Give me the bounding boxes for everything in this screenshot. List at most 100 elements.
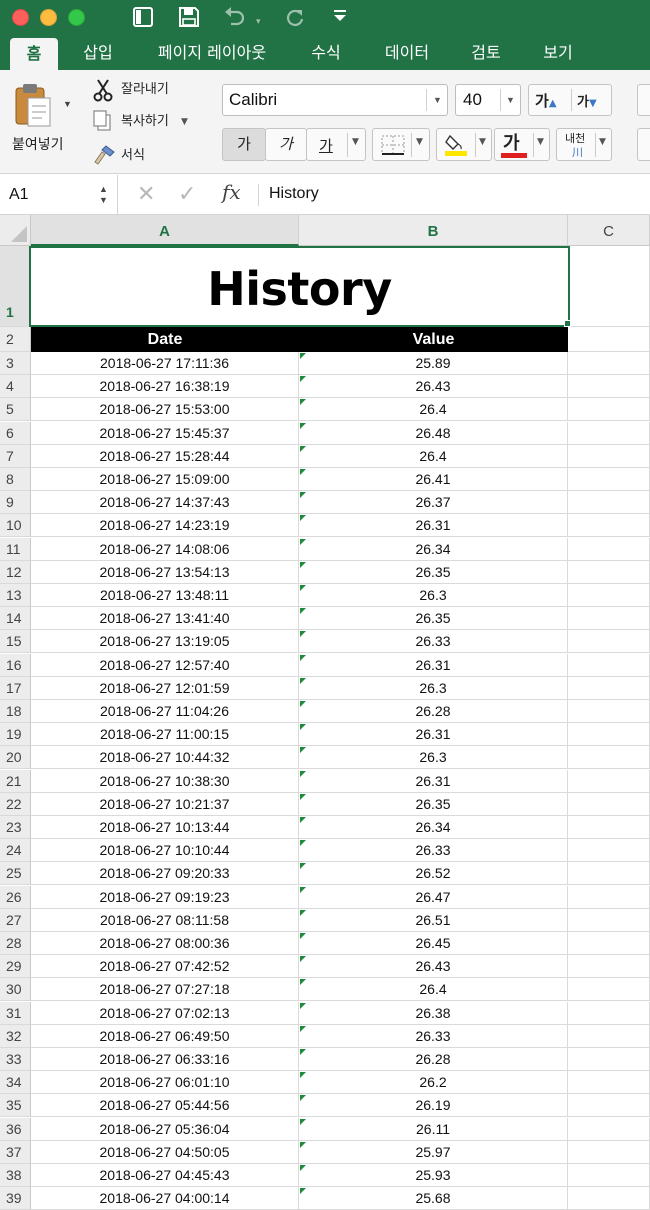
row-header[interactable]: 21 bbox=[0, 770, 31, 793]
row-header[interactable]: 13 bbox=[0, 584, 31, 607]
date-cell[interactable]: 2018-06-27 12:57:40 bbox=[31, 654, 299, 677]
empty-cell[interactable] bbox=[568, 375, 650, 398]
empty-cell[interactable] bbox=[568, 654, 650, 677]
row-header[interactable]: 15 bbox=[0, 630, 31, 653]
insert-function-icon[interactable]: fx bbox=[222, 180, 241, 204]
redo-icon[interactable] bbox=[284, 6, 306, 28]
row-header[interactable]: 22 bbox=[0, 793, 31, 816]
customize-toolbar-icon[interactable] bbox=[332, 4, 348, 26]
value-cell[interactable]: 26.31 bbox=[299, 654, 568, 677]
column-header-c[interactable]: C bbox=[568, 215, 650, 246]
date-cell[interactable]: 2018-06-27 06:33:16 bbox=[31, 1048, 299, 1071]
value-cell[interactable]: 26.43 bbox=[299, 955, 568, 978]
row-header[interactable]: 18 bbox=[0, 700, 31, 723]
value-cell[interactable]: 26.3 bbox=[299, 746, 568, 769]
row-header[interactable]: 19 bbox=[0, 723, 31, 746]
row-header[interactable]: 24 bbox=[0, 839, 31, 862]
value-cell[interactable]: 26.33 bbox=[299, 1025, 568, 1048]
date-cell[interactable]: 2018-06-27 15:28:44 bbox=[31, 445, 299, 468]
column-header-a[interactable]: A bbox=[31, 215, 299, 246]
empty-cell[interactable] bbox=[568, 1025, 650, 1048]
row-header[interactable]: 9 bbox=[0, 491, 31, 514]
tab-formulas[interactable]: 수식 bbox=[311, 43, 341, 62]
tab-home[interactable]: 홈 bbox=[10, 38, 58, 70]
row-header[interactable]: 27 bbox=[0, 909, 31, 932]
empty-cell[interactable] bbox=[568, 932, 650, 955]
value-cell[interactable]: 26.35 bbox=[299, 793, 568, 816]
fill-color-button[interactable]: ▼ bbox=[436, 128, 492, 161]
empty-cell[interactable] bbox=[568, 1002, 650, 1025]
select-all-button[interactable] bbox=[0, 215, 31, 246]
zoom-button[interactable] bbox=[68, 9, 85, 26]
value-cell[interactable]: 26.33 bbox=[299, 839, 568, 862]
date-cell[interactable]: 2018-06-27 09:20:33 bbox=[31, 862, 299, 885]
bold-button[interactable]: 가 bbox=[222, 128, 266, 161]
empty-cell[interactable] bbox=[568, 630, 650, 653]
value-cell[interactable]: 26.31 bbox=[299, 770, 568, 793]
date-cell[interactable]: 2018-06-27 11:00:15 bbox=[31, 723, 299, 746]
value-header-cell[interactable]: Value bbox=[299, 327, 568, 352]
date-cell[interactable]: 2018-06-27 04:00:14 bbox=[31, 1187, 299, 1210]
empty-cell[interactable] bbox=[568, 909, 650, 932]
undo-dropdown-icon[interactable]: ▾ bbox=[256, 16, 261, 26]
row-header[interactable]: 29 bbox=[0, 955, 31, 978]
empty-cell[interactable] bbox=[568, 862, 650, 885]
row-header[interactable]: 28 bbox=[0, 932, 31, 955]
cut-button[interactable]: 잘라내기 bbox=[92, 78, 202, 102]
row-header[interactable]: 8 bbox=[0, 468, 31, 491]
borders-button[interactable]: ▼ bbox=[372, 128, 430, 161]
row-header[interactable]: 37 bbox=[0, 1141, 31, 1164]
empty-cell[interactable] bbox=[568, 1094, 650, 1117]
font-color-dropdown-icon[interactable]: ▼ bbox=[537, 137, 544, 147]
value-cell[interactable]: 26.47 bbox=[299, 886, 568, 909]
value-cell[interactable]: 26.4 bbox=[299, 978, 568, 1001]
empty-cell[interactable] bbox=[568, 770, 650, 793]
row-header[interactable]: 3 bbox=[0, 352, 31, 375]
undo-icon[interactable] bbox=[222, 6, 246, 28]
empty-cell[interactable] bbox=[568, 352, 650, 375]
row-header[interactable]: 17 bbox=[0, 677, 31, 700]
name-box[interactable]: A1 ▲ ▼ bbox=[0, 175, 118, 215]
empty-cell[interactable] bbox=[568, 584, 650, 607]
date-cell[interactable]: 2018-06-27 13:48:11 bbox=[31, 584, 299, 607]
empty-cell[interactable] bbox=[568, 793, 650, 816]
empty-cell[interactable] bbox=[568, 816, 650, 839]
row-header[interactable]: 7 bbox=[0, 445, 31, 468]
value-cell[interactable]: 26.52 bbox=[299, 862, 568, 885]
date-cell[interactable]: 2018-06-27 07:27:18 bbox=[31, 978, 299, 1001]
italic-button[interactable]: 가 bbox=[265, 128, 307, 161]
value-cell[interactable]: 26.35 bbox=[299, 607, 568, 630]
row-header[interactable]: 10 bbox=[0, 514, 31, 537]
date-cell[interactable]: 2018-06-27 11:04:26 bbox=[31, 700, 299, 723]
empty-cell[interactable] bbox=[568, 1118, 650, 1141]
date-cell[interactable]: 2018-06-27 15:53:00 bbox=[31, 398, 299, 421]
value-cell[interactable]: 26.38 bbox=[299, 1002, 568, 1025]
font-color-button[interactable]: 가 ▼ bbox=[494, 128, 550, 161]
row-header[interactable]: 11 bbox=[0, 538, 31, 561]
empty-cell[interactable] bbox=[568, 746, 650, 769]
empty-cell[interactable] bbox=[568, 839, 650, 862]
value-cell[interactable]: 26.28 bbox=[299, 700, 568, 723]
empty-cell[interactable] bbox=[568, 1141, 650, 1164]
close-button[interactable] bbox=[12, 9, 29, 26]
row-header[interactable]: 36 bbox=[0, 1118, 31, 1141]
row-header[interactable]: 35 bbox=[0, 1094, 31, 1117]
empty-cell[interactable] bbox=[568, 561, 650, 584]
row-header[interactable]: 12 bbox=[0, 561, 31, 584]
date-cell[interactable]: 2018-06-27 10:10:44 bbox=[31, 839, 299, 862]
empty-cell[interactable] bbox=[568, 327, 650, 352]
underline-button[interactable]: 가 ▼ bbox=[306, 128, 366, 161]
row-header[interactable]: 2 bbox=[0, 327, 31, 352]
row-header[interactable]: 5 bbox=[0, 398, 31, 421]
date-cell[interactable]: 2018-06-27 05:36:04 bbox=[31, 1118, 299, 1141]
copy-button[interactable]: 복사하기 ▼ bbox=[92, 110, 197, 134]
row-header[interactable]: 25 bbox=[0, 862, 31, 885]
date-cell[interactable]: 2018-06-27 14:37:43 bbox=[31, 491, 299, 514]
date-cell[interactable]: 2018-06-27 15:09:00 bbox=[31, 468, 299, 491]
row-header[interactable]: 20 bbox=[0, 746, 31, 769]
empty-cell[interactable] bbox=[568, 677, 650, 700]
date-header-cell[interactable]: Date bbox=[31, 327, 299, 352]
phonetic-dropdown-icon[interactable]: ▼ bbox=[599, 137, 606, 147]
empty-cell[interactable] bbox=[568, 955, 650, 978]
align-button[interactable] bbox=[637, 128, 650, 161]
